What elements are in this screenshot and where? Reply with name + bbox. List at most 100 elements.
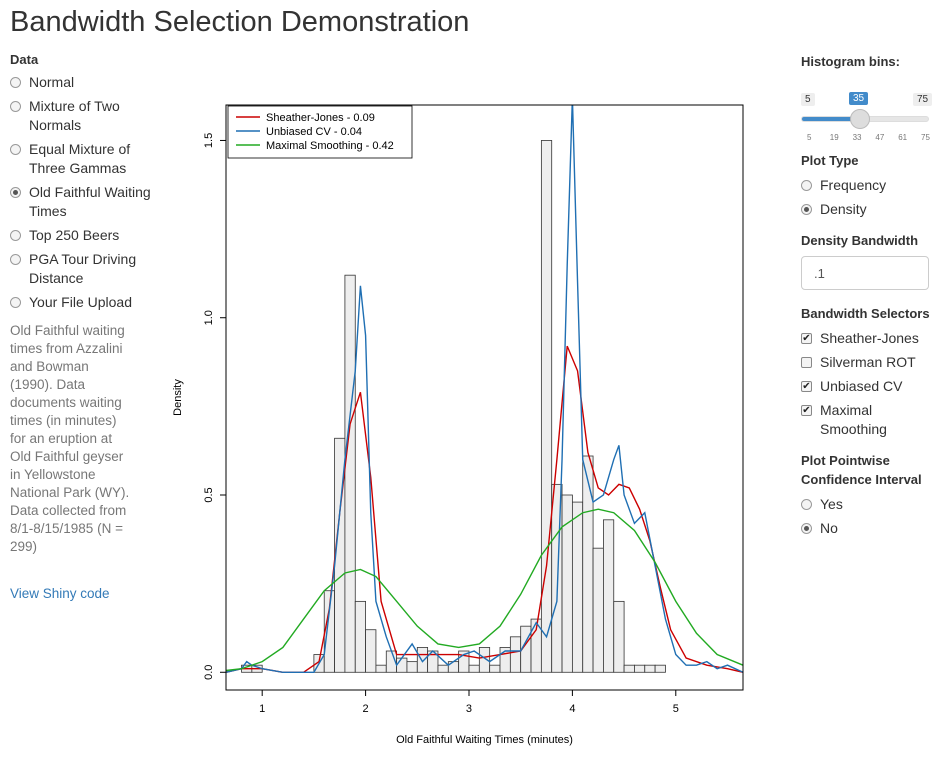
histogram-bar [437,664,449,673]
confidence-option[interactable]: Yes [801,495,936,514]
histogram-bar [365,629,377,673]
histogram-bar [354,600,366,673]
data-label: Data [10,52,39,67]
bins-slider[interactable]: 5 35 75 5 19 33 47 61 75 [801,71,936,142]
bins-value: 35 [849,92,869,105]
radio-icon[interactable] [10,101,21,112]
histogram-bar [654,664,666,673]
selector-option-label: Sheather-Jones [820,330,919,346]
histogram-bar [416,647,429,673]
radio-icon[interactable] [10,297,21,308]
density-curve [226,508,743,672]
data-option[interactable]: Mixture of Two Normals [10,97,160,135]
x-tick-label: 3 [466,703,472,715]
histogram-bar [634,664,646,673]
selector-option[interactable]: ✔ Maximal Smoothing [801,401,936,439]
legend-box [227,105,413,159]
selector-option[interactable]: Silverman ROT [801,353,936,372]
bins-tick-label: 47 [875,133,885,142]
y-axis-label: Density [172,379,184,416]
plot-type-option-label: Frequency [820,177,887,193]
plot-type-label: Plot Type [801,153,859,168]
data-option[interactable]: PGA Tour Driving Distance [10,250,160,288]
legend-entry: Maximal Smoothing - 0.42 [266,140,394,152]
controls-panel: Histogram bins: 5 35 75 5 19 33 47 61 75 Plot… [801,52,936,550]
legend-entry: Sheather-Jones - 0.09 [266,112,375,124]
data-option[interactable]: Equal Mixture of Three Gammas [10,140,160,178]
selector-option[interactable]: ✔ Sheather-Jones [801,329,936,348]
plot-type-options: Frequency Density [801,176,936,219]
histogram-bar [623,664,635,673]
plot-type-option[interactable]: Frequency [801,176,936,195]
bins-tick-label: 5 [807,133,812,142]
histogram-bar [571,501,584,673]
selector-option-label: Silverman ROT [820,354,916,370]
plot-type-option-label: Density [820,201,867,217]
histogram-bar [468,664,480,673]
checked-checkbox-icon[interactable]: ✔ [801,405,812,416]
density-curve [226,105,743,673]
histogram-bar [478,647,491,673]
histogram-bar [540,140,553,673]
histogram-bar [406,661,418,673]
data-option-label: Your File Upload [29,294,132,310]
histogram-bar [396,657,408,673]
data-option-label: PGA Tour Driving Distance [29,251,137,286]
selector-option-label: Maximal Smoothing [820,402,887,437]
data-option-label: Old Faithful Waiting Times [29,184,151,219]
view-shiny-code-link[interactable]: View Shiny code [10,586,110,601]
confidence-option-label: No [820,520,838,536]
radio-icon[interactable] [10,230,21,241]
histogram-bar [603,519,615,673]
checked-checkbox-icon[interactable]: ✔ [801,333,812,344]
legend-entry: Unbiased CV - 0.04 [266,126,362,138]
bins-tick-label: 75 [921,133,930,142]
plot-type-option[interactable]: Density [801,200,936,219]
bins-label: Histogram bins: [801,54,900,69]
x-axis-label: Old Faithful Waiting Times (minutes) [396,734,573,746]
y-tick-label: 1.5 [203,133,215,148]
selected-radio-icon[interactable] [801,523,812,534]
selectors-label: Bandwidth Selectors [801,306,930,321]
histogram-bar [582,455,594,673]
data-option-label: Equal Mixture of Three Gammas [29,141,131,176]
histogram-bar [489,664,501,673]
confidence-option[interactable]: No [801,519,936,538]
x-tick-label: 1 [259,703,265,715]
data-option-label: Normal [29,74,75,90]
radio-icon[interactable] [10,254,21,265]
data-option-label: Mixture of Two Normals [29,98,120,133]
data-description: Old Faithful waiting times from Azzalini… [10,323,130,554]
histogram-bar [375,664,387,673]
data-option[interactable]: Normal [10,73,160,92]
bandwidth-input[interactable] [801,256,929,290]
x-tick-label: 5 [673,703,679,715]
x-tick-label: 4 [569,703,575,715]
bins-handle[interactable] [849,109,870,129]
confidence-options: Yes No [801,495,936,538]
selector-options: ✔ Sheather-Jones Silverman ROT ✔ Unbiased CV… [801,329,936,439]
density-curve [226,345,743,673]
bins-tick-label: 61 [898,133,908,142]
bins-tick-label: 33 [852,133,862,142]
data-option[interactable]: Old Faithful Waiting Times [10,183,160,221]
histogram-bar [447,661,460,673]
unchecked-checkbox-icon[interactable] [801,357,812,368]
radio-icon[interactable] [10,144,21,155]
selected-radio-icon[interactable] [801,204,812,215]
checked-checkbox-icon[interactable]: ✔ [801,381,812,392]
data-option-label: Top 250 Beers [29,227,120,243]
radio-icon[interactable] [801,180,812,191]
radio-icon[interactable] [10,77,21,88]
data-option[interactable]: Your File Upload [10,293,160,312]
selector-option[interactable]: ✔ Unbiased CV [801,377,936,396]
radio-icon[interactable] [801,499,812,510]
data-options: Normal Mixture of Two Normals Equal Mixtur… [10,73,160,312]
histogram-bar [613,600,625,673]
y-tick-label: 0.5 [203,487,215,502]
page-title: Bandwidth Selection Demonstration [10,6,470,38]
data-option[interactable]: Top 250 Beers [10,226,160,245]
data-panel: Data Normal Mixture of Two Normals Equal M… [10,52,160,601]
selected-radio-icon[interactable] [10,187,21,198]
y-tick-label: 0.0 [203,665,215,680]
